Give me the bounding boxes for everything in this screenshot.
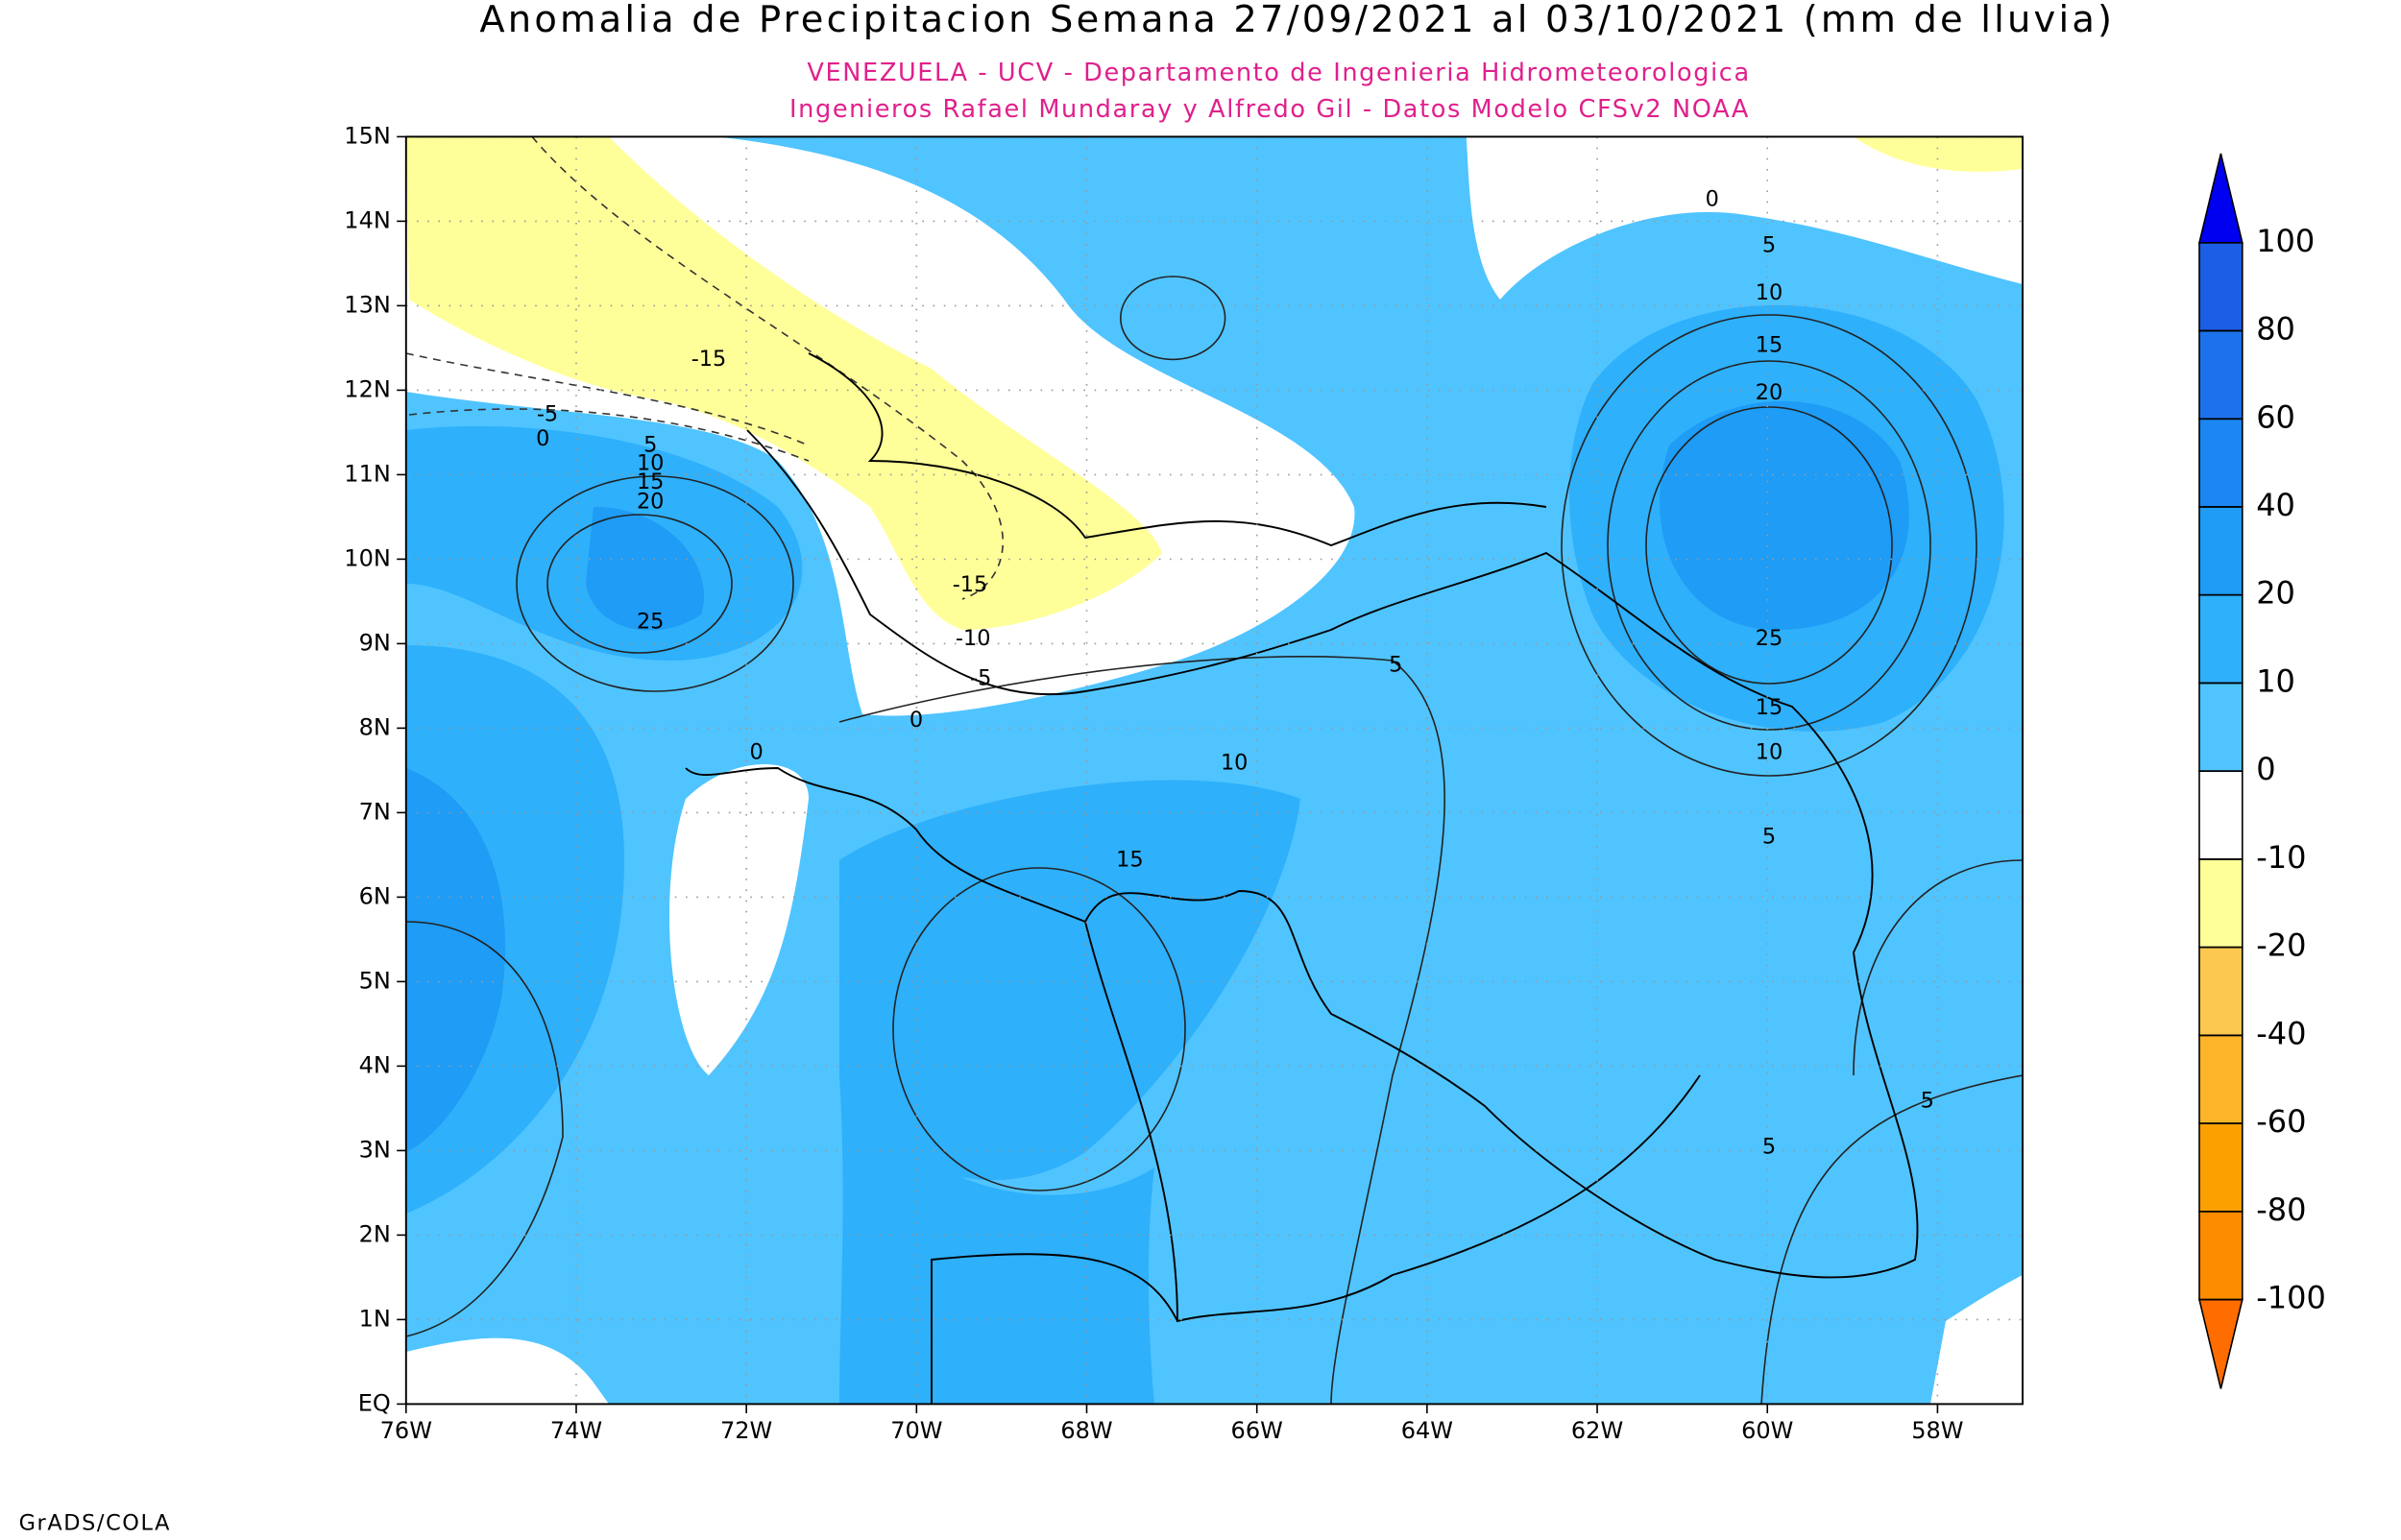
colorbar-label: -100 xyxy=(2256,1280,2326,1316)
colorbar-segment xyxy=(2198,418,2243,508)
title: Anomalia de Precipitacion Semana 27/09/2… xyxy=(479,0,2115,41)
plot-frame xyxy=(404,135,2024,1406)
x-tick-label: 74W xyxy=(550,1417,602,1444)
y-tick-label: 5N xyxy=(359,967,391,994)
colorbar-label: 100 xyxy=(2256,223,2315,259)
contour-label: 15 xyxy=(1756,333,1783,358)
y-tick-label: 7N xyxy=(359,798,391,825)
contour-label: 20 xyxy=(1756,380,1783,405)
y-tick-label: 14N xyxy=(344,206,391,233)
subtitle: VENEZUELA - UCV - Departamento de Ingeni… xyxy=(807,59,1750,87)
contour-label: 5 xyxy=(1389,652,1402,677)
contour-label: -15 xyxy=(691,347,727,372)
y-tick-label: 11N xyxy=(344,460,391,487)
x-tick-label: 64W xyxy=(1401,1417,1453,1444)
y-tick-label: 8N xyxy=(359,713,391,740)
colorbar-over xyxy=(2197,153,2243,244)
contour-label: 10 xyxy=(1756,740,1783,765)
colorbar-segment xyxy=(2198,242,2243,332)
y-tick-label: 3N xyxy=(359,1136,391,1163)
y-tick-label: 9N xyxy=(359,629,391,656)
x-tick-label: 60W xyxy=(1741,1417,1793,1444)
colorbar-segment xyxy=(2198,858,2243,949)
colorbar-segment xyxy=(2198,593,2243,685)
colorbar-segment xyxy=(2198,1122,2243,1213)
y-tick-label: 12N xyxy=(344,375,391,402)
colorbar-label: -10 xyxy=(2256,839,2306,876)
contour-label: 5 xyxy=(643,433,657,458)
colorbar-label: 10 xyxy=(2256,662,2295,699)
contour-label: -15 xyxy=(953,572,988,597)
contour-label: 0 xyxy=(909,708,923,733)
x-tick-label: 68W xyxy=(1060,1417,1112,1444)
y-tick-label: 15N xyxy=(344,122,391,149)
colorbar-label: -40 xyxy=(2256,1015,2306,1051)
footer: GrADS/COLA xyxy=(19,1511,171,1536)
colorbar-label: 80 xyxy=(2256,311,2295,348)
contour-label: 5 xyxy=(1921,1089,1934,1114)
colorbar-label: -80 xyxy=(2256,1191,2306,1228)
colorbar-label: 40 xyxy=(2256,487,2295,523)
contour-label: 5 xyxy=(1762,1135,1776,1160)
map-field xyxy=(405,136,2023,1405)
colorbar-segment xyxy=(2198,770,2243,860)
x-tick-label: 76W xyxy=(380,1417,432,1444)
contour-label: 10 xyxy=(1221,751,1249,776)
y-tick-label: 13N xyxy=(344,291,391,318)
colorbar-label: 20 xyxy=(2256,575,2295,612)
y-tick-label: 1N xyxy=(359,1305,391,1332)
contour-label: 20 xyxy=(637,490,665,515)
colorbar-segment xyxy=(2198,329,2243,421)
contour-label: 25 xyxy=(1756,626,1783,651)
contour-label: 15 xyxy=(1116,848,1144,873)
contour-label: -5 xyxy=(537,402,558,427)
contour-label: 5 xyxy=(1762,233,1776,258)
colorbar-segment xyxy=(2198,946,2243,1037)
y-tick-label: EQ xyxy=(358,1389,391,1416)
colorbar-label: 0 xyxy=(2256,751,2275,787)
contour-labels: -15 -5 0 5 10 15 20 25 -15 -10 -5 0 0 5 … xyxy=(536,187,1934,1160)
colorbar-label: -60 xyxy=(2256,1103,2306,1140)
contour-label: 15 xyxy=(637,469,665,494)
y-tick-label: 4N xyxy=(359,1051,391,1078)
colorbar-segment xyxy=(2198,1211,2243,1301)
x-tick-label: 62W xyxy=(1571,1417,1623,1444)
colorbar-label: -20 xyxy=(2256,927,2306,964)
colorbar-label: 60 xyxy=(2256,398,2295,435)
colorbar-segment xyxy=(2198,682,2243,772)
contour-label: 10 xyxy=(1756,280,1783,305)
colorbar-under xyxy=(2197,1298,2243,1389)
y-tick-label: 10N xyxy=(344,544,391,571)
y-tick-label: 6N xyxy=(359,882,391,909)
x-tick-label: 58W xyxy=(1911,1417,1963,1444)
contour-label: 0 xyxy=(1706,187,1719,212)
contour-label: 0 xyxy=(749,740,763,765)
colorbar-segment xyxy=(2198,506,2243,596)
subtitle: Ingenieros Rafael Mundaray y Alfredo Gil… xyxy=(789,95,1750,124)
colorbar-segment xyxy=(2198,1034,2243,1124)
contour-label: 10 xyxy=(637,451,665,476)
contour-label: 0 xyxy=(536,426,549,451)
contour-label: 25 xyxy=(637,610,665,635)
x-tick-label: 72W xyxy=(720,1417,772,1444)
contour-label: -5 xyxy=(970,666,991,691)
contour-label: 15 xyxy=(1756,695,1783,720)
x-tick-label: 70W xyxy=(890,1417,942,1444)
x-tick-label: 66W xyxy=(1231,1417,1283,1444)
y-tick-label: 2N xyxy=(359,1220,391,1247)
contour-label: 5 xyxy=(1762,825,1776,850)
contour-label: -10 xyxy=(956,626,991,651)
